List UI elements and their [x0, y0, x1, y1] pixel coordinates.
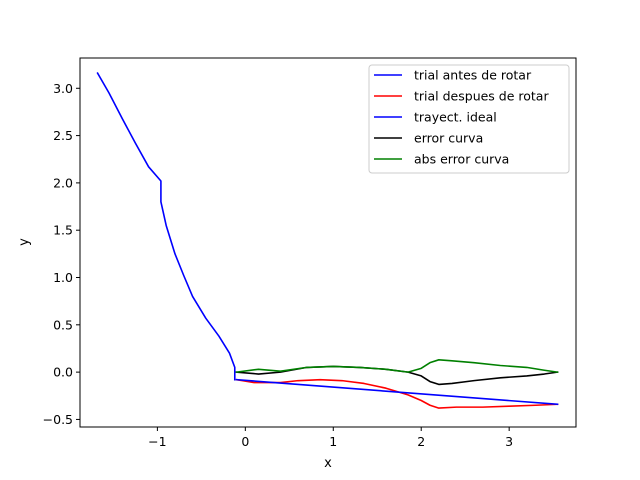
- y-tick-label: 1.5: [53, 223, 73, 238]
- legend-label-1: trial antes de rotar: [414, 68, 532, 83]
- y-tick-label: −0.5: [43, 412, 73, 427]
- x-tick-label: 3: [505, 434, 513, 449]
- legend-label-2: trial despues de rotar: [414, 89, 549, 104]
- y-tick-label: 0.5: [53, 317, 73, 332]
- axes-frame: [79, 57, 577, 428]
- y-axis-label: y: [17, 238, 32, 246]
- x-axis: −1 0 1 2 3: [148, 427, 513, 449]
- x-tick-label: 1: [329, 434, 337, 449]
- plot-area: [96, 72, 559, 409]
- legend: trial antes de rotar trial despues de rot…: [368, 64, 570, 174]
- y-tick-label: 1.0: [53, 270, 73, 285]
- series-line-5: [235, 359, 559, 374]
- y-tick-label: 2.5: [53, 128, 73, 143]
- series-line-1: [96, 72, 236, 381]
- x-axis-label: x: [324, 456, 332, 471]
- x-tick-label: 0: [241, 434, 249, 449]
- y-tick-label: 0.0: [53, 365, 73, 380]
- y-tick-label: 3.0: [53, 81, 73, 96]
- y-tick-label: 2.0: [53, 175, 73, 190]
- legend-label-3: trayect. ideal: [414, 110, 497, 125]
- legend-label-5: abs error curva: [414, 152, 509, 167]
- legend-box: [368, 64, 570, 174]
- x-tick-label: −1: [148, 434, 166, 449]
- x-tick-label: 2: [417, 434, 425, 449]
- series-line-3: [235, 378, 559, 406]
- series-line-2: [235, 378, 559, 409]
- y-axis: −0.5 0.0 0.5 1.0 1.5 2.0 2.5 3.0: [43, 81, 80, 427]
- legend-label-4: error curva: [414, 131, 483, 146]
